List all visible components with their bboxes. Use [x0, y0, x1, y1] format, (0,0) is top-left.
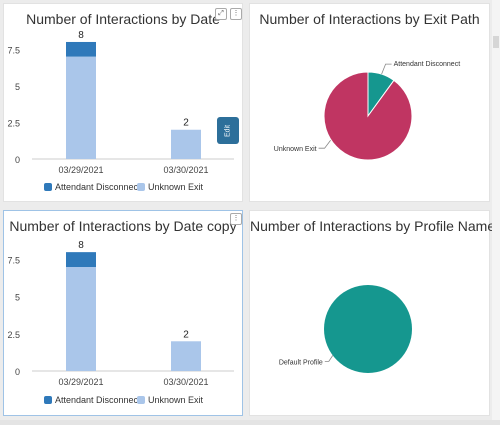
bar-total-label: 8 [78, 30, 84, 41]
legend-label: Attendant Disconnect [55, 182, 141, 192]
bar-chart: 0 2.5 5 7.5 8 03/29/2021 2 03/30/2021 Attendant … [7, 30, 234, 192]
legend-swatch [137, 396, 145, 404]
panel-interactions-by-profile-name[interactable]: Number of Interactions by Profile Name D… [249, 210, 496, 416]
pie-label: Attendant Disconnect [394, 61, 461, 68]
y-tick-label: 7.5 [7, 256, 20, 266]
x-tick-label: 03/30/2021 [163, 377, 208, 387]
pie-slice [324, 285, 412, 373]
y-tick-label: 7.5 [7, 45, 20, 55]
bar-chart: 0 2.5 5 7.5 8 03/29/2021 2 03/30/2021 Attendant … [7, 240, 234, 405]
bar-segment [171, 341, 201, 371]
panel-title: Number of Interactions by Profile Name [250, 218, 496, 234]
x-tick-label: 03/29/2021 [58, 377, 103, 387]
legend-swatch [137, 183, 145, 191]
bar-total-label: 2 [183, 329, 189, 340]
pie-leader-line [381, 63, 392, 75]
bar-total-label: 2 [183, 118, 189, 129]
bar-segment [66, 56, 96, 159]
y-tick-label: 2.5 [7, 330, 20, 340]
pie-chart: Attendant Disconnect Unknown Exit [274, 61, 461, 161]
panel-interactions-by-date-copy[interactable]: Number of Interactions by Date copy ⋮ 0 2… [3, 210, 243, 416]
legend-label: Unknown Exit [148, 395, 204, 405]
legend-swatch [44, 396, 52, 404]
legend-swatch [44, 183, 52, 191]
x-tick-label: 03/30/2021 [163, 165, 208, 175]
scrollbar-thumb[interactable] [493, 36, 499, 48]
panel-title: Number of Interactions by Date copy [9, 218, 237, 234]
y-tick-label: 5 [15, 82, 20, 92]
panel-interactions-by-exit-path[interactable]: Number of Interactions by Exit Path Atte… [249, 3, 490, 202]
legend-label: Unknown Exit [148, 182, 204, 192]
x-tick-label: 03/29/2021 [58, 165, 103, 175]
bar-total-label: 8 [78, 240, 84, 251]
y-tick-label: 5 [15, 293, 20, 303]
bar-segment [66, 41, 96, 57]
bottom-bar [0, 420, 500, 425]
pie-chart: Default Profile [279, 285, 412, 373]
menu-icon[interactable]: ⋮ [230, 213, 242, 225]
y-tick-label: 2.5 [7, 118, 20, 128]
page-scrollbar[interactable] [492, 0, 500, 425]
y-tick-label: 0 [15, 367, 20, 377]
panel-title: Number of Interactions by Date [26, 11, 220, 27]
panel-interactions-by-date[interactable]: Number of Interactions by Date ⤢ ⋮ 0 2.5 5… [3, 3, 243, 202]
pie-slice [323, 71, 413, 161]
bar-segment [171, 129, 201, 159]
pie-label: Default Profile [279, 359, 323, 366]
edit-tab[interactable]: Edit [217, 117, 239, 144]
pie-leader-line [324, 355, 334, 362]
y-tick-label: 0 [15, 155, 20, 165]
menu-icon[interactable]: ⋮ [230, 8, 242, 20]
edit-label: Edit [224, 124, 232, 137]
pie-leader-line [318, 139, 331, 149]
expand-icon[interactable]: ⤢ [215, 8, 227, 20]
bar-segment [66, 252, 96, 267]
legend-label: Attendant Disconnect [55, 395, 141, 405]
bar-segment [66, 267, 96, 371]
pie-label: Unknown Exit [274, 146, 317, 153]
panel-title: Number of Interactions by Exit Path [259, 11, 480, 27]
